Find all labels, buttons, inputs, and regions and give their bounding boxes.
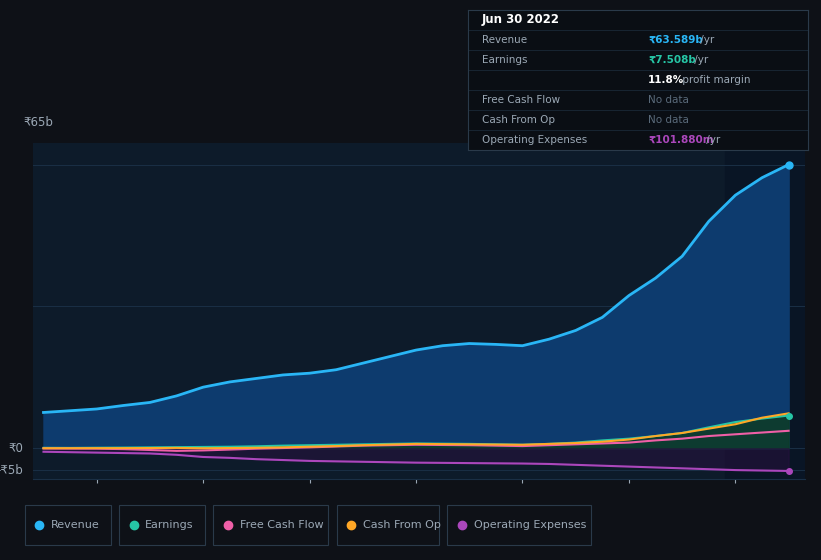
- Text: ₹101.880m: ₹101.880m: [649, 135, 713, 145]
- FancyBboxPatch shape: [119, 505, 205, 545]
- Text: No data: No data: [649, 95, 689, 105]
- Text: Cash From Op: Cash From Op: [482, 115, 555, 125]
- Text: Earnings: Earnings: [145, 520, 194, 530]
- Text: Earnings: Earnings: [482, 55, 527, 65]
- Text: Operating Expenses: Operating Expenses: [474, 520, 586, 530]
- Text: 11.8%: 11.8%: [649, 75, 685, 85]
- Text: /yr: /yr: [697, 35, 714, 45]
- Text: Operating Expenses: Operating Expenses: [482, 135, 587, 145]
- Text: ₹0: ₹0: [9, 442, 24, 455]
- Bar: [725, 143, 810, 479]
- Text: No data: No data: [649, 115, 689, 125]
- Text: ₹63.589b: ₹63.589b: [649, 35, 703, 45]
- Text: /yr: /yr: [691, 55, 709, 65]
- FancyBboxPatch shape: [447, 505, 591, 545]
- Text: ₹7.508b: ₹7.508b: [649, 55, 696, 65]
- Text: profit margin: profit margin: [679, 75, 750, 85]
- Text: Revenue: Revenue: [482, 35, 527, 45]
- Text: Revenue: Revenue: [51, 520, 99, 530]
- Text: /yr: /yr: [704, 135, 721, 145]
- Text: Free Cash Flow: Free Cash Flow: [240, 520, 323, 530]
- FancyBboxPatch shape: [25, 505, 111, 545]
- Text: Free Cash Flow: Free Cash Flow: [482, 95, 560, 105]
- Text: Cash From Op: Cash From Op: [363, 520, 441, 530]
- Text: -₹5b: -₹5b: [0, 464, 24, 477]
- FancyBboxPatch shape: [337, 505, 439, 545]
- Text: Jun 30 2022: Jun 30 2022: [482, 13, 560, 26]
- FancyBboxPatch shape: [213, 505, 328, 545]
- Text: ₹65b: ₹65b: [24, 116, 53, 129]
